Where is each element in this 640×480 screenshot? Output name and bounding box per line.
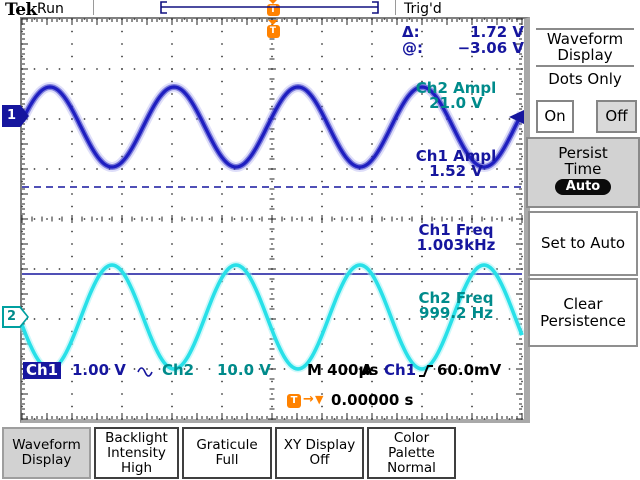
down-arrow-icon — [269, 0, 277, 4]
delta-value: 1.72 V — [470, 23, 524, 41]
menu-button-label-line: XY Display — [283, 437, 356, 453]
clear-persistence-label-line: Persistence — [540, 311, 626, 330]
clear-persistence-button[interactable]: Clear Persistence — [528, 278, 638, 347]
record-view-right-bracket — [372, 1, 379, 14]
trigger-source: Ch1 — [384, 361, 417, 379]
measurement-ch2-freq: Ch2 Freq 999.2 Hz — [388, 291, 524, 321]
ch1-badge: Ch1 — [23, 362, 62, 379]
record-view-trigger-t-icon: T — [266, 0, 280, 16]
ch1-scale: 1.00 V — [72, 361, 126, 379]
trigger-t-icon: T — [266, 25, 280, 38]
measurement-ch1-freq: Ch1 Freq 1.003kHz — [388, 223, 524, 253]
measurement-value: 1.52 V — [429, 162, 483, 180]
dots-only-off-button[interactable]: Off — [596, 100, 637, 133]
trigger-prefix: A — [361, 361, 373, 379]
persist-label-line: Persist — [558, 144, 608, 162]
at-value: −3.06 V — [457, 39, 524, 57]
trigger-level-readout: 60.0mV — [437, 361, 502, 379]
channel-2-marker-fill — [4, 308, 27, 326]
measurement-ch2-ampl: Ch2 Ampl 21.0 V — [388, 81, 524, 111]
channel-2-marker: 2 — [2, 306, 29, 328]
rising-edge-icon — [419, 365, 433, 377]
clear-persistence-label-line: Clear — [563, 294, 603, 313]
menu-button-label-line: Intensity — [107, 444, 166, 461]
side-menu-title-line: Waveform — [546, 30, 624, 48]
measurement-value: 999.2 Hz — [419, 304, 493, 322]
side-menu-title-line: Display — [557, 46, 613, 64]
right-arrow-icon: → — [303, 392, 314, 407]
measurement-label: Ch2 Ampl — [415, 79, 497, 97]
menu-button-label-line: Off — [309, 452, 330, 468]
trigger-t-icon: T — [266, 4, 280, 16]
topbar-separator — [395, 0, 396, 15]
menu-button-label-line: Normal — [387, 459, 436, 476]
menu-button-label-line: Full — [215, 452, 239, 468]
measurement-label: Ch1 Ampl — [415, 147, 497, 165]
menu-button-xy-display[interactable]: XY Display Off — [275, 427, 364, 479]
ac-coupling-sine-icon — [137, 367, 153, 377]
ch2-scale: 10.0 V — [217, 361, 271, 379]
channel-1-marker-shape — [2, 105, 29, 127]
menu-button-label-line: Palette — [388, 444, 435, 461]
side-menu-rule — [536, 65, 634, 67]
measurement-label: Ch1 Freq — [418, 221, 494, 239]
tek-logo: Tek — [5, 0, 37, 20]
measurement-label: Ch2 Freq — [418, 289, 494, 307]
dots-only-on-button[interactable]: On — [536, 100, 574, 133]
trigger-level-arrow-icon — [509, 110, 524, 124]
side-menu-rule — [536, 28, 634, 30]
menu-button-label-line: Backlight — [105, 429, 168, 446]
record-view-left-bracket — [160, 1, 167, 14]
menu-button-label-line: Graticule — [196, 437, 258, 453]
trigger-status: Trig'd — [404, 1, 442, 17]
channel-1-marker: 1 — [2, 105, 29, 127]
measurement-ch1-ampl: Ch1 Ampl 1.52 V — [388, 149, 524, 179]
timebase-readout: M 400µs — [307, 361, 379, 379]
menu-button-graticule[interactable]: Graticule Full — [182, 427, 272, 479]
cursor-delta-readout: Δ: 1.72 V — [388, 24, 524, 40]
menu-button-waveform-display[interactable]: Waveform Display — [2, 427, 91, 479]
acquisition-status: Run — [37, 1, 64, 17]
dots-only-label: Dots Only — [548, 70, 622, 88]
channel-2-marker-label: 2 — [6, 309, 17, 324]
persist-value-pill: Auto — [554, 179, 612, 195]
persist-label-line: Time — [564, 160, 602, 178]
menu-button-label-line: Color — [393, 429, 430, 446]
channel-1-marker-label: 1 — [6, 108, 17, 123]
down-arrow-icon — [268, 20, 278, 25]
down-arrow-icon: ▼ — [315, 393, 324, 406]
delta-label: Δ: — [402, 23, 420, 41]
trigger-t-icon: T — [287, 394, 301, 408]
menu-button-backlight-intensity[interactable]: Backlight Intensity High — [94, 427, 179, 479]
ch2-label: Ch2 — [162, 361, 195, 379]
cursor-at-readout: @: −3.06 V — [388, 40, 524, 56]
set-to-auto-button[interactable]: Set to Auto — [528, 211, 638, 276]
menu-button-label-line: Waveform — [12, 437, 81, 453]
set-to-auto-label: Set to Auto — [540, 234, 626, 252]
at-label: @: — [402, 39, 423, 57]
trigger-position-marker: T — [266, 20, 280, 38]
menu-button-color-palette[interactable]: Color Palette Normal — [367, 427, 456, 479]
measurement-value: 1.003kHz — [416, 236, 496, 254]
measurement-value: 21.0 V — [429, 94, 483, 112]
side-menu-title: Waveform Display — [530, 31, 640, 63]
trigger-time-value: 0.00000 s — [331, 391, 414, 409]
menu-button-label-line: High — [120, 459, 153, 476]
persist-time-panel[interactable]: Persist Time Auto — [526, 137, 640, 208]
menu-button-label-line: Display — [21, 452, 72, 468]
topbar-separator — [93, 0, 94, 15]
